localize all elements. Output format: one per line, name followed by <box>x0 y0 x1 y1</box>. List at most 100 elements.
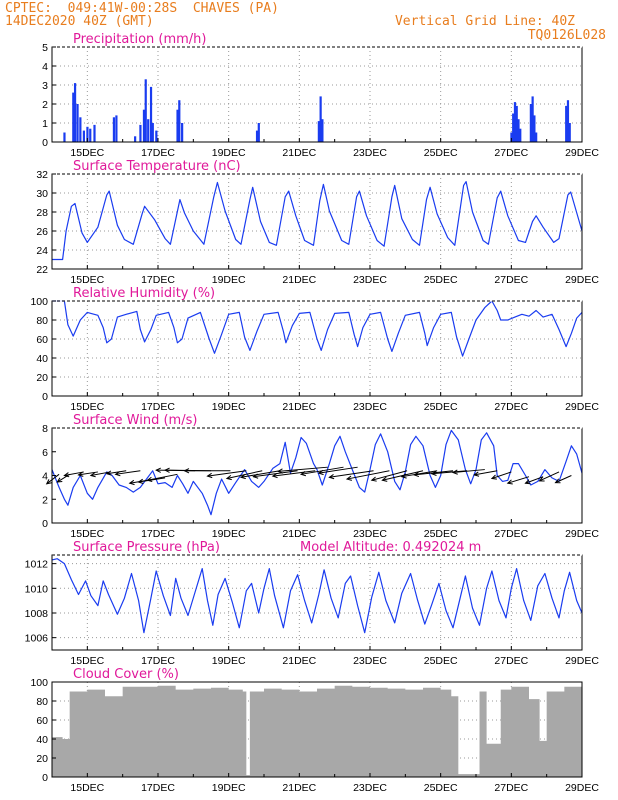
y-tick-label: 28 <box>36 207 48 219</box>
wind-arrow-head <box>163 467 170 473</box>
y-tick-label: 100 <box>30 296 48 308</box>
wind-arrow-head <box>538 476 545 482</box>
x-tick-label: 17DEC <box>141 147 175 159</box>
x-tick-label: 15DEC <box>70 401 104 413</box>
x-tick-label: 19DEC <box>212 782 246 794</box>
panel-title: Precipitation (mm/h) <box>73 32 206 47</box>
precip-bar <box>255 130 259 142</box>
wind-arrow-shaft <box>253 470 298 478</box>
wind-arrow-head <box>413 471 420 478</box>
x-tick-label: 15DEC <box>70 147 104 159</box>
x-tick-label: 15DEC <box>70 782 104 794</box>
precip-bar <box>149 86 153 142</box>
precip-bar <box>519 128 522 142</box>
x-tick-label: 17DEC <box>141 528 175 540</box>
x-tick-label: 27DEC <box>494 528 528 540</box>
wind-arrow-shaft <box>207 470 247 477</box>
wind-arrow-shaft <box>138 477 166 483</box>
wind-arrow-head <box>328 474 335 480</box>
series-line <box>51 558 583 634</box>
wind-arrow-shaft <box>115 470 141 475</box>
y-tick-label: 26 <box>36 226 48 238</box>
precip-bar <box>89 128 92 142</box>
wind-arrow-head <box>490 474 497 480</box>
wind-arrow-shaft <box>431 470 468 475</box>
wind-arrow-shaft <box>272 470 316 477</box>
y-tick-label: 0 <box>42 518 48 530</box>
wind-arrow-shaft <box>525 476 544 484</box>
y-tick-label: 100 <box>30 677 48 689</box>
y-tick-label: 24 <box>36 245 48 257</box>
wind-arrow-shaft <box>46 473 60 485</box>
wind-arrow-head <box>451 469 458 475</box>
y-tick-label: 20 <box>36 753 48 765</box>
x-tick-label: 23DEC <box>353 782 387 794</box>
wind-arrow-head <box>381 476 388 482</box>
panel-frame <box>51 427 583 524</box>
panel-2: 22 24 26 28 30 32 15DEC 17DEC 19DEC 21DEC 23DEC 25D… <box>36 159 599 286</box>
wind-arrow-shaft <box>278 466 328 472</box>
y-tick-label: 1010 <box>25 583 49 595</box>
precip-bar <box>531 96 534 142</box>
precip-bar <box>529 104 532 142</box>
precip-bar <box>115 115 118 142</box>
wind-arrow-head <box>554 478 561 484</box>
wind-arrow-head <box>271 472 278 479</box>
y-tick-label: 4 <box>42 471 48 483</box>
wind-arrow-shaft <box>491 471 512 479</box>
y-tick-label: 0 <box>42 391 48 403</box>
y-tick-label: 0 <box>42 137 48 149</box>
x-tick-label: 29DEC <box>565 655 599 667</box>
x-tick-label: 25DEC <box>424 147 458 159</box>
precip-bar <box>144 79 147 142</box>
y-tick-label: 1006 <box>25 633 49 645</box>
wind-arrow-head <box>146 476 153 482</box>
wind-arrow-head <box>276 468 283 474</box>
precip-bar <box>510 132 513 142</box>
wind-arrow-head <box>252 473 259 479</box>
panel-5: 1006 1008 1010 1012 15DEC 17DEC 19DEC 21DEC 23DE… <box>25 540 600 667</box>
series-line <box>52 300 583 357</box>
precip-bar <box>63 132 66 142</box>
y-tick-label: 60 <box>36 334 48 346</box>
x-tick-label: 27DEC <box>494 655 528 667</box>
wind-arrow-shaft <box>57 473 70 483</box>
x-tick-label: 29DEC <box>565 147 599 159</box>
y-tick-label: 6 <box>42 447 48 459</box>
x-tick-label: 21DEC <box>282 655 316 667</box>
x-tick-label: 21DEC <box>282 147 316 159</box>
x-tick-label: 27DEC <box>494 782 528 794</box>
x-tick-label: 25DEC <box>424 274 458 286</box>
x-tick-label: 15DEC <box>70 274 104 286</box>
x-tick-label: 21DEC <box>282 782 316 794</box>
panel-frame <box>51 681 583 778</box>
wind-arrow-shaft <box>474 470 498 476</box>
wind-arrow-shaft <box>240 470 280 478</box>
precip-bar <box>79 117 82 142</box>
precip-bar <box>512 113 515 142</box>
panel-frame <box>51 300 583 397</box>
wind-arrow-head <box>370 476 377 482</box>
precip-bar <box>181 123 184 142</box>
precip-bar <box>142 109 146 142</box>
wind-arrow-shaft <box>329 470 374 478</box>
wind-arrow-head <box>128 479 135 486</box>
wind-arrow-shaft <box>539 471 560 482</box>
precip-bar <box>533 115 536 142</box>
precip-bar <box>72 92 75 142</box>
y-tick-label: 0 <box>42 772 48 784</box>
panel-6: 0 20 40 60 80 100 15DEC 17DEC 19DEC 21DEC 23DEC 25D… <box>30 667 599 794</box>
wind-arrow-head <box>155 467 161 473</box>
y-tick-label: 40 <box>36 353 48 365</box>
wind-arrow-head <box>114 471 121 477</box>
precip-bar <box>112 117 116 142</box>
wind-arrow-head <box>299 471 307 477</box>
x-tick-label: 23DEC <box>353 655 387 667</box>
x-tick-label: 25DEC <box>424 401 458 413</box>
panel-4: 0 2 4 6 8 15DEC 17DEC 19DEC 21DEC 23DEC 25DEC 27DEC… <box>42 413 599 540</box>
panel-title: Surface Temperature (nC) <box>73 159 241 174</box>
x-tick-label: 27DEC <box>494 401 528 413</box>
x-tick-label: 27DEC <box>494 274 528 286</box>
wind-arrow-shaft <box>371 470 408 481</box>
